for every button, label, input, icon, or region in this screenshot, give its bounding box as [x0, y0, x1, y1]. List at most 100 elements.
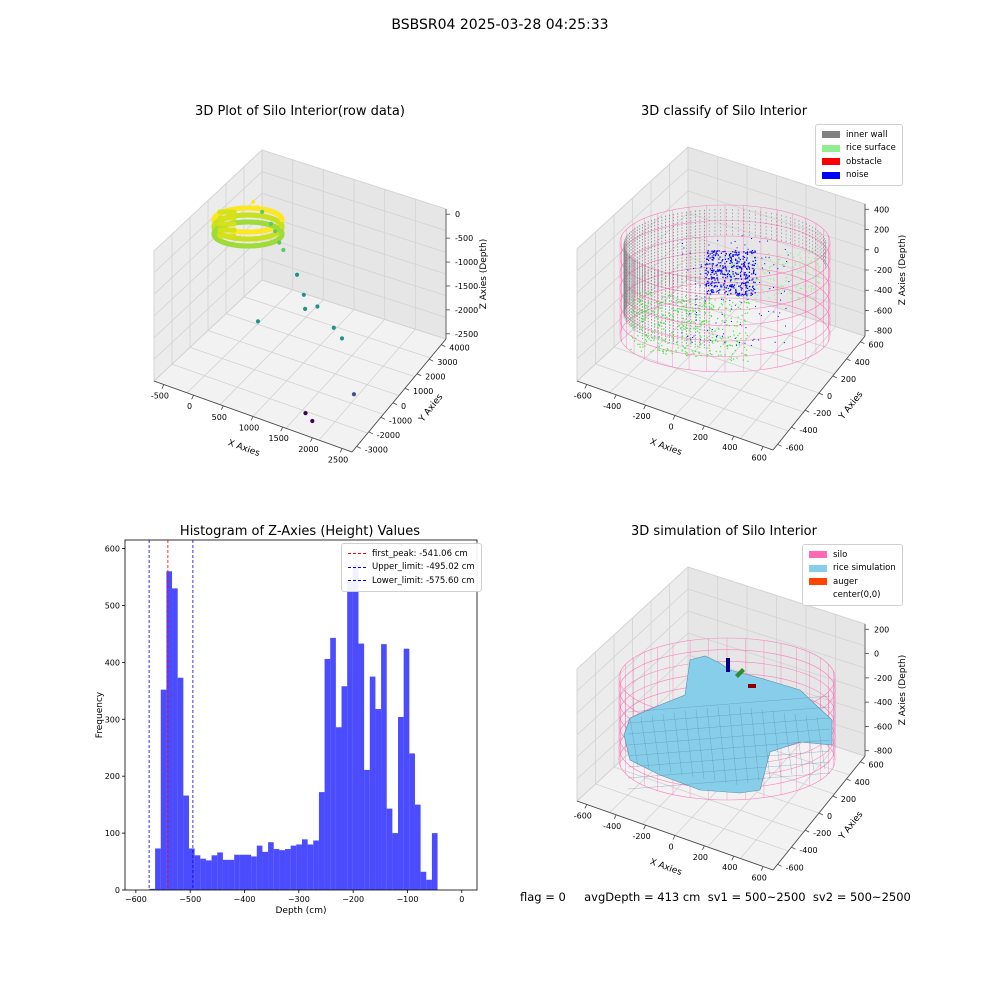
- classify3d-rice-point: [633, 320, 635, 322]
- classify3d-noise-point: [712, 289, 714, 291]
- raw3d-point: [211, 218, 217, 225]
- classify3d-noise-point: [744, 271, 746, 274]
- raw3d-point: [262, 206, 268, 213]
- classify3d-rice-point: [693, 327, 695, 330]
- classify3d-noise-point: [716, 270, 719, 272]
- classify3d-rice-point: [751, 256, 753, 258]
- classify3d-noise-point: [739, 258, 741, 261]
- sim3d-auger-marker: [735, 668, 745, 678]
- classify3d-rice-point: [682, 317, 684, 320]
- classify3d-noise-point: [709, 263, 711, 265]
- raw3d-point: [253, 212, 259, 218]
- classify3d-rice-point: [688, 301, 691, 303]
- classify3d-rice-point: [680, 308, 682, 310]
- classify3d-noise-point: [739, 271, 742, 274]
- classify3d-rice-point: [639, 295, 642, 297]
- classify3d-rice-point: [644, 345, 646, 347]
- classify3d-rice-point: [741, 314, 743, 317]
- raw3d-point: [279, 225, 285, 232]
- classify3d-noise-point: [751, 273, 753, 275]
- raw3d-point: [303, 306, 308, 311]
- raw3d-point: [271, 216, 277, 222]
- classify3d-grid-line: [576, 256, 689, 360]
- classify3d-noise-point: [715, 264, 717, 267]
- raw3d-point: [213, 235, 219, 241]
- classify3d-rice-point: [704, 312, 706, 314]
- sim3d-x-tick: [702, 845, 705, 851]
- raw3d-point: [275, 222, 281, 229]
- classify3d-noise-point: [746, 257, 748, 259]
- hist-bar: [279, 850, 286, 890]
- raw3d-point: [260, 213, 267, 219]
- raw3d-point: [275, 218, 281, 224]
- classify3d-rice-point: [816, 257, 819, 260]
- legend-label: Lower_limit: -575.60 cm: [372, 575, 475, 586]
- classify3d-rice-point: [761, 264, 763, 266]
- raw3d-point: [212, 215, 218, 221]
- classify3d-rice-point: [675, 299, 677, 302]
- raw3d-point: [212, 222, 218, 228]
- classify3d-noise-point: [738, 261, 740, 263]
- classify3d-rice-point: [757, 278, 759, 280]
- classify3d-rice-point: [652, 331, 654, 333]
- classify3d-noise-point: [730, 320, 732, 322]
- sim3d-y-tick-label: 600: [868, 761, 883, 770]
- classify3d-noise-point: [736, 282, 738, 284]
- classify3d-noise-point: [751, 252, 753, 254]
- sim3d-grid-line: [576, 676, 689, 780]
- sim3d-x-tick: [760, 866, 764, 871]
- classify3d-noise-point: [754, 257, 756, 259]
- classify3d-rice-point: [728, 271, 730, 274]
- classify3d-noise-point: [707, 272, 710, 274]
- legend-entry-rice-simulation: rice simulation: [809, 562, 896, 576]
- hist-bar: [172, 588, 178, 890]
- raw3d-point: [223, 233, 229, 239]
- raw3d-point: [253, 219, 259, 225]
- raw3d-y-tick: [356, 445, 361, 449]
- sim3d-mesh-line: [651, 715, 661, 772]
- classify3d-rice-point: [730, 305, 733, 307]
- classify3d-noise-point: [722, 267, 725, 269]
- classify3d-noise-point: [745, 277, 747, 279]
- classify3d-noise-point: [718, 281, 720, 284]
- classify3d-rice-point: [663, 322, 665, 324]
- classify3d-noise-point: [731, 259, 733, 261]
- raw3d-y-tick: [368, 431, 373, 435]
- classify3d-noise-point: [752, 267, 754, 270]
- classify3d-rice-point: [661, 307, 663, 309]
- sim3d-grid-line: [632, 749, 820, 814]
- classify3d-rice-point: [632, 337, 634, 339]
- classify3d-rice-point: [804, 264, 806, 266]
- classify3d-rice-point: [736, 357, 738, 359]
- hist-y-tick-label: 200: [105, 772, 120, 781]
- classify3d-noise-point: [712, 267, 714, 269]
- classify3d-noise-point: [785, 325, 787, 327]
- classify3d-rice-point: [748, 308, 751, 310]
- raw3d-point: [252, 219, 258, 225]
- classify3d-noise-point: [759, 241, 761, 243]
- raw3d-point: [228, 206, 234, 213]
- classify3d-noise-point: [737, 265, 739, 267]
- raw3d-point: [278, 233, 284, 239]
- sim3d-grid-line: [687, 698, 866, 757]
- raw3d-grid-line: [351, 338, 447, 453]
- sim3d-z-tick-label: 0: [874, 650, 879, 659]
- raw3d-point: [218, 224, 224, 231]
- classify3d-noise-point: [707, 256, 709, 258]
- classify3d-noise-point: [725, 274, 727, 276]
- classify3d-noise-point: [751, 250, 754, 252]
- classify3d-rice-point: [667, 342, 669, 344]
- classify3d-rice-point: [789, 252, 791, 254]
- classify3d-noise-point: [743, 256, 746, 258]
- classify3d-grid-line: [740, 326, 836, 439]
- raw3d-point: [226, 241, 232, 247]
- classify3d-rice-point: [663, 322, 665, 324]
- classify3d-rice-point: [720, 345, 722, 348]
- raw3d-point: [217, 233, 223, 239]
- raw3d-point: [211, 229, 218, 235]
- raw3d-point: [258, 213, 264, 219]
- classify3d-rice-point: [700, 325, 702, 327]
- legend-swatch: [822, 158, 840, 166]
- classify3d-noise-point: [728, 270, 730, 272]
- sim3d-grid-line: [669, 715, 850, 776]
